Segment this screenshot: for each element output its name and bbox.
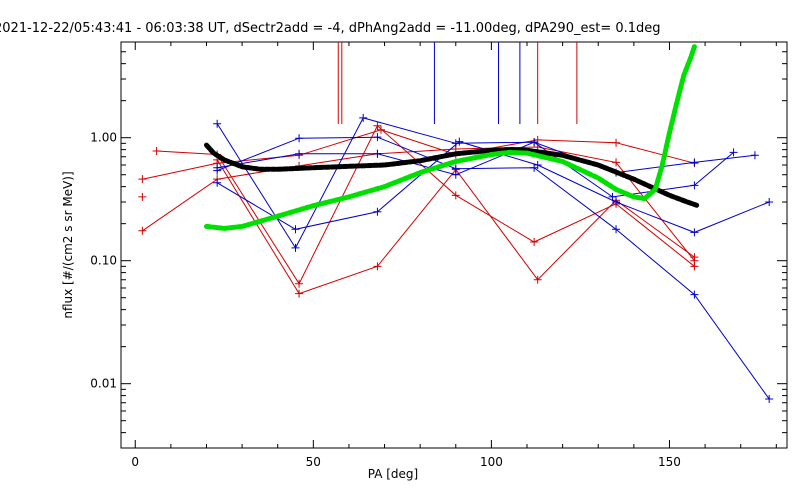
red-data-point: [373, 262, 382, 271]
x-tick-label: 100: [480, 455, 503, 469]
data-series: [138, 113, 774, 404]
red-data-point: [138, 226, 147, 235]
blue-data-point: [455, 137, 464, 146]
blue-data-point: [608, 192, 617, 201]
red-series-line: [216, 159, 695, 295]
blue-data-point: [373, 133, 382, 142]
blue-data-point: [213, 178, 222, 187]
blue-data-point: [530, 138, 539, 147]
blue-data-point: [295, 134, 304, 143]
red-series-line: [156, 124, 695, 285]
x-axis-label: PA [deg]: [368, 467, 418, 481]
black-fit-curve: [204, 142, 701, 209]
blue-data-point: [729, 148, 738, 157]
red-data-point: [152, 146, 161, 155]
red-data-point: [376, 125, 385, 134]
blue-data-point: [612, 198, 621, 207]
red-data-point: [690, 253, 699, 262]
blue-data-point: [451, 170, 460, 179]
blue-data-point: [750, 151, 759, 160]
blue-data-point: [765, 395, 774, 404]
red-data-point: [451, 191, 460, 200]
blue-data-point: [612, 225, 621, 234]
blue-series-line: [216, 117, 734, 249]
red-data-point: [373, 121, 382, 130]
blue-data-point: [690, 158, 699, 167]
red-data-point: [690, 262, 699, 271]
fit-curves: [204, 44, 701, 231]
blue-data-point: [359, 113, 368, 122]
red-data-point: [295, 289, 304, 298]
blue-data-point: [373, 149, 382, 158]
red-data-point: [612, 138, 621, 147]
red-data-point: [530, 237, 539, 246]
red-data-point: [533, 275, 542, 284]
blue-data-point: [451, 139, 460, 148]
y-axis-label: nflux [#/(cm2 s sr MeV)]: [61, 171, 75, 318]
blue-data-point: [291, 225, 300, 234]
red-data-point: [138, 175, 147, 184]
blue-data-point: [291, 243, 300, 252]
blue-data-point: [765, 198, 774, 207]
red-data-point: [612, 158, 621, 167]
blue-series-line: [217, 136, 770, 400]
red-data-point: [138, 192, 147, 201]
blue-data-point: [533, 160, 542, 169]
chart-title: 2021-12-22/05:43:41 - 06:03:38 UT, dSect…: [0, 21, 661, 36]
y-tick-label: 0.01: [90, 377, 117, 391]
blue-series-line: [217, 141, 755, 176]
blue-data-point: [295, 149, 304, 158]
blue-data-point: [213, 119, 222, 128]
x-tick-label: 0: [131, 455, 139, 469]
green-fit-curve: [204, 44, 697, 231]
red-data-point: [295, 279, 304, 288]
x-tick-label: 50: [306, 455, 321, 469]
y-tick-label: 1.00: [90, 131, 117, 145]
pa-markers: [337, 42, 578, 124]
y-tick-label: 0.10: [90, 254, 117, 268]
blue-data-point: [213, 163, 222, 172]
blue-data-point: [690, 290, 699, 299]
axis-ticks: 0 50 100 150 0.01 0.10 1.00: [90, 41, 787, 469]
blue-data-point: [690, 181, 699, 190]
plot-frame: [120, 41, 788, 449]
blue-data-point: [373, 207, 382, 216]
red-series-line: [142, 146, 695, 262]
blue-data-point: [690, 228, 699, 237]
x-tick-label: 150: [658, 455, 681, 469]
